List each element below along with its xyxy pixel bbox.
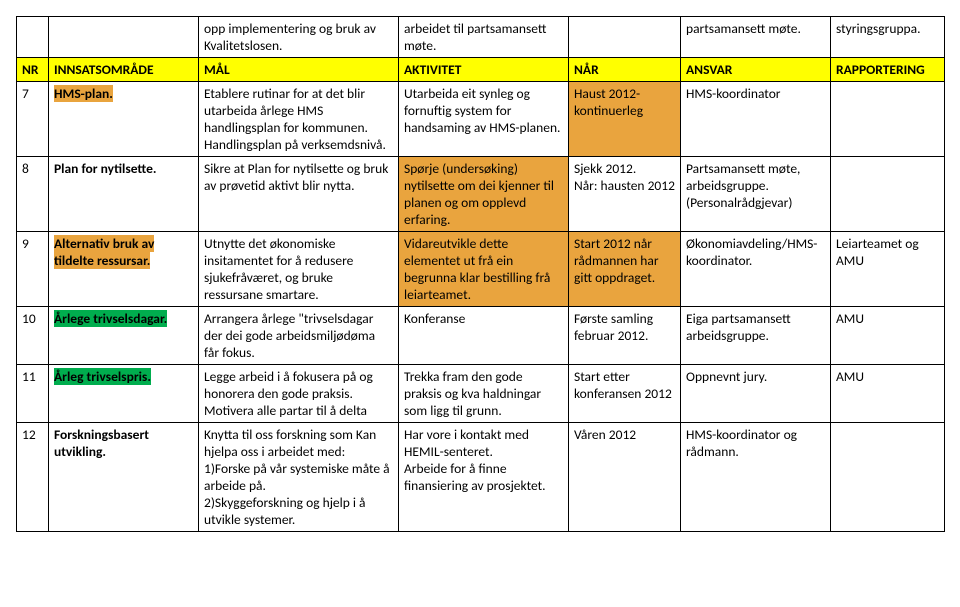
cell: Konferanse xyxy=(399,307,569,365)
cell: Haust 2012- kontinuerleg xyxy=(569,82,681,157)
cell: Første samling februar 2012. xyxy=(569,307,681,365)
cell: Økonomiavdeling/HMS-koordinator. xyxy=(681,232,831,307)
cell: 11 xyxy=(17,365,49,423)
cell xyxy=(569,17,681,58)
cell: AMU xyxy=(831,365,945,423)
table-row: 12Forskningsbasert utvikling. Knytta til … xyxy=(17,423,945,532)
cell: AKTIVITET xyxy=(399,58,569,82)
cell: Årleg trivselspris. xyxy=(49,365,199,423)
cell: partsamansett møte. xyxy=(681,17,831,58)
cell xyxy=(831,157,945,232)
cell: Spørje (undersøking) nytilsette om dei k… xyxy=(399,157,569,232)
cell: Utarbeida eit synleg og fornuftig system… xyxy=(399,82,569,157)
table-header-row: NRINNSATSOMRÅDEMÅLAKTIVITETNÅRANSVARRAPP… xyxy=(17,58,945,82)
cell: Plan for nytilsette. xyxy=(49,157,199,232)
area-label: Alternativ bruk av tildelte ressursar. xyxy=(54,235,154,269)
plan-table: opp implementering og bruk av Kvalitetsl… xyxy=(16,16,945,532)
table-row: 7 HMS-plan. Etablere rutinar for at det bl… xyxy=(17,82,945,157)
cell: Partsamansett møte, arbeidsgruppe. (Pers… xyxy=(681,157,831,232)
cell: NÅR xyxy=(569,58,681,82)
cell: Start 2012 når rådmannen har gitt oppdra… xyxy=(569,232,681,307)
cell: arbeidet til partsamansett møte. xyxy=(399,17,569,58)
cell: RAPPORTERING xyxy=(831,58,945,82)
cell: Eiga partsamansett arbeidsgruppe. xyxy=(681,307,831,365)
cell: Har vore i kontakt med HEMIL-senteret. A… xyxy=(399,423,569,532)
cell: HMS-koordinator og rådmann. xyxy=(681,423,831,532)
cell: opp implementering og bruk av Kvalitetsl… xyxy=(199,17,399,58)
cell: Knytta til oss forskning som Kan hjelpa … xyxy=(199,423,399,532)
cell: Etablere rutinar for at det blir utarbei… xyxy=(199,82,399,157)
cell xyxy=(49,17,199,58)
cell: Utnytte det økonomiske insitamentet for … xyxy=(199,232,399,307)
table-row: 11 Årleg trivselspris. Legge arbeid i å fo… xyxy=(17,365,945,423)
table-row: opp implementering og bruk av Kvalitetsl… xyxy=(17,17,945,58)
cell: Leiarteamet og AMU xyxy=(831,232,945,307)
cell: NR xyxy=(17,58,49,82)
cell: Start etter konferansen 2012 xyxy=(569,365,681,423)
cell: HMS-koordinator xyxy=(681,82,831,157)
cell: Vidareutvikle dette elementet ut frå ein… xyxy=(399,232,569,307)
table-row: 9Alternativ bruk av tildelte ressursar. U… xyxy=(17,232,945,307)
cell: INNSATSOMRÅDE xyxy=(49,58,199,82)
cell: Årlege trivselsdagar. xyxy=(49,307,199,365)
cell: Oppnevnt jury. xyxy=(681,365,831,423)
table-row: 8 Plan for nytilsette. Sikre at Plan for n… xyxy=(17,157,945,232)
cell: Forskningsbasert utvikling. xyxy=(49,423,199,532)
cell: MÅL xyxy=(199,58,399,82)
cell: styringsgruppa. xyxy=(831,17,945,58)
table-row: 10 Årlege trivselsdagar. Arrangera årlege … xyxy=(17,307,945,365)
cell: Trekka fram den gode praksis og kva hald… xyxy=(399,365,569,423)
area-label: Årlege trivselsdagar. xyxy=(54,310,167,327)
cell xyxy=(831,423,945,532)
cell: Våren 2012 xyxy=(569,423,681,532)
cell: Arrangera årlege "trivselsdagar der dei … xyxy=(199,307,399,365)
cell xyxy=(17,17,49,58)
cell: Sikre at Plan for nytilsette og bruk av … xyxy=(199,157,399,232)
cell: 7 xyxy=(17,82,49,157)
cell: ANSVAR xyxy=(681,58,831,82)
cell: 9 xyxy=(17,232,49,307)
cell: 10 xyxy=(17,307,49,365)
cell: 8 xyxy=(17,157,49,232)
area-label: HMS-plan. xyxy=(54,85,113,102)
cell xyxy=(831,82,945,157)
cell: 12 xyxy=(17,423,49,532)
cell: Sjekk 2012. Når: hausten 2012 xyxy=(569,157,681,232)
cell: AMU xyxy=(831,307,945,365)
area-label: Forskningsbasert utvikling. xyxy=(54,426,149,460)
cell: HMS-plan. xyxy=(49,82,199,157)
cell: Alternativ bruk av tildelte ressursar. xyxy=(49,232,199,307)
area-label: Årleg trivselspris. xyxy=(54,368,151,385)
cell: Legge arbeid i å fokusera på og honorera… xyxy=(199,365,399,423)
area-label: Plan for nytilsette. xyxy=(54,160,157,177)
